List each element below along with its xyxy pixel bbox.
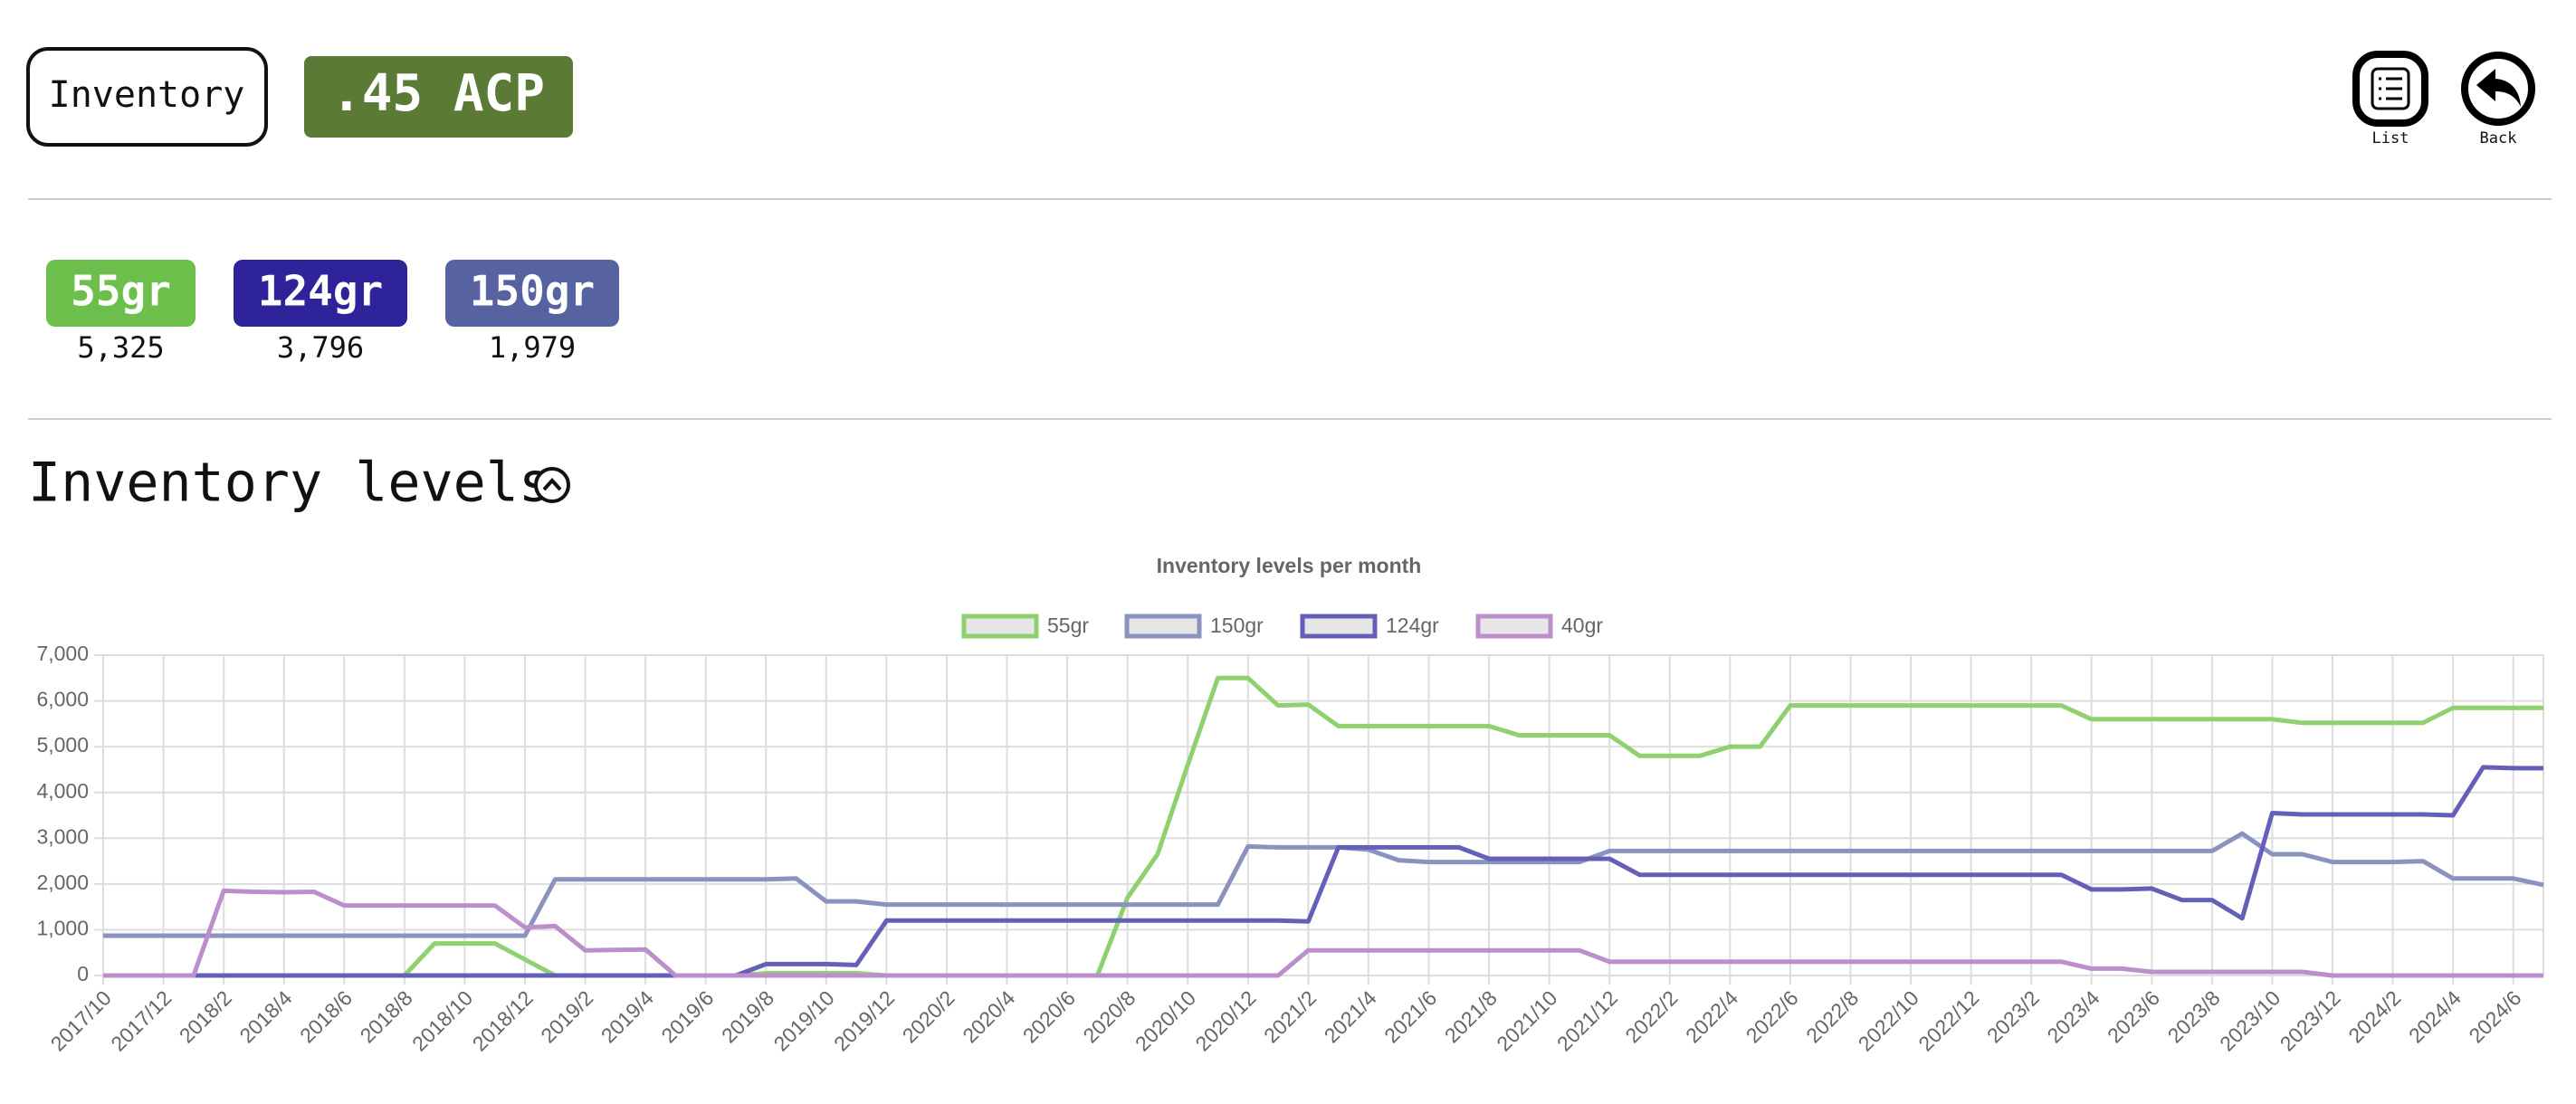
x-tick-label: 2024/2 — [2343, 985, 2405, 1047]
legend-label: 150gr — [1210, 614, 1264, 637]
x-tick-label: 2021/2 — [1259, 985, 1321, 1047]
x-tick-label: 2018/12 — [468, 985, 538, 1055]
x-tick-label: 2020/2 — [898, 985, 959, 1047]
x-tick-label: 2020/4 — [958, 985, 1019, 1047]
legend-label: 55gr — [1047, 614, 1089, 637]
summary: 55gr 5,325 124gr 3,796 150gr 1,979 — [46, 260, 619, 365]
section-title: Inventory levels — [28, 452, 551, 515]
x-tick-label: 2021/12 — [1552, 985, 1622, 1055]
y-tick-label: 3,000 — [36, 824, 89, 848]
caliber-chip — [46, 260, 196, 327]
x-tick-label: 2017/10 — [46, 985, 116, 1055]
chip-label: 150gr — [470, 267, 595, 316]
x-tick-label: 2023/10 — [2215, 985, 2285, 1055]
y-tick-label: 4,000 — [36, 779, 89, 803]
x-tick-label: 2018/4 — [234, 985, 296, 1047]
legend-label: 40gr — [1561, 614, 1603, 637]
chip-count: 3,796 — [277, 330, 364, 365]
x-tick-label: 2022/4 — [1681, 985, 1742, 1047]
series-line — [103, 765, 2543, 978]
collapse-chevron — [542, 478, 562, 491]
y-tick-label: 1,000 — [36, 917, 89, 940]
x-tick-label: 2019/2 — [536, 985, 597, 1047]
back-label: Back — [2480, 129, 2517, 148]
collapse-icon — [534, 467, 570, 503]
x-tick-label: 2023/2 — [1982, 985, 2044, 1047]
inventory-button[interactable] — [26, 47, 268, 147]
x-tick-label: 2018/6 — [295, 985, 357, 1047]
back-arrow — [2476, 69, 2521, 107]
x-tick-label: 2019/4 — [596, 985, 658, 1047]
x-tick-label: 2021/6 — [1379, 985, 1441, 1047]
chip-label: 124gr — [258, 267, 383, 316]
caliber-label: .45 ACP — [331, 64, 545, 123]
x-tick-label: 2021/4 — [1320, 985, 1381, 1047]
x-tick-label: 2024/4 — [2404, 985, 2466, 1047]
y-tick-label: 6,000 — [36, 688, 89, 711]
x-tick-label: 2018/10 — [407, 985, 477, 1055]
legend-label: 124gr — [1386, 614, 1439, 637]
caliber-chip — [234, 260, 407, 327]
legend-swatch — [961, 614, 1039, 639]
x-tick-label: 2022/10 — [1854, 985, 1923, 1055]
x-tick-label: 2022/6 — [1741, 985, 1803, 1047]
series-line — [103, 888, 2543, 978]
x-tick-label: 2020/6 — [1018, 985, 1080, 1047]
caliber-chip — [445, 260, 619, 327]
y-tick-label: 2,000 — [36, 871, 89, 894]
x-tick-label: 2020/12 — [1190, 985, 1260, 1055]
series-line — [103, 675, 2543, 978]
x-tick-label: 2023/12 — [2275, 985, 2345, 1055]
chip-label: 55gr — [71, 267, 171, 316]
legend-swatch — [1475, 614, 1553, 639]
y-tick-label: 5,000 — [36, 733, 89, 757]
x-tick-label: 2017/12 — [106, 985, 176, 1055]
x-tick-label: 2022/12 — [1913, 985, 1983, 1055]
chip-count: 5,325 — [77, 330, 164, 365]
x-tick-label: 2021/10 — [1492, 985, 1561, 1055]
list-icon-lines — [2379, 77, 2402, 100]
x-tick-label: 2024/6 — [2464, 985, 2525, 1047]
y-tick-label: 7,000 — [36, 642, 89, 665]
series-line — [103, 831, 2544, 938]
inventory-label: Inventory — [49, 74, 245, 116]
list-button[interactable]: List — [2352, 51, 2428, 148]
x-tick-label: 2019/6 — [656, 985, 718, 1047]
legend-swatch — [1300, 614, 1378, 639]
x-tick-label: 2023/4 — [2042, 985, 2104, 1047]
x-tick-label: 2023/6 — [2103, 985, 2164, 1047]
x-tick-label: 2019/12 — [829, 985, 899, 1055]
y-tick-label: 0 — [77, 962, 89, 985]
x-tick-label: 2018/2 — [175, 985, 236, 1047]
list-label: List — [2372, 129, 2409, 148]
x-tick-label: 2019/10 — [768, 985, 838, 1055]
back-button[interactable]: Back — [2461, 52, 2535, 148]
collapse-button[interactable] — [534, 467, 570, 503]
x-tick-label: 2020/10 — [1131, 985, 1200, 1055]
x-tick-label: 2022/2 — [1620, 985, 1682, 1047]
chart: 55gr 150gr 124gr 40gr 0 1,000 2,000 3,000 4,000 5… — [36, 614, 2544, 1056]
chip-count: 1,979 — [489, 330, 576, 365]
legend-swatch — [1124, 614, 1202, 639]
caliber-badge — [304, 56, 573, 138]
list-icon-sheet — [2371, 67, 2410, 110]
chart-title: Inventory levels per month — [1157, 554, 1422, 577]
